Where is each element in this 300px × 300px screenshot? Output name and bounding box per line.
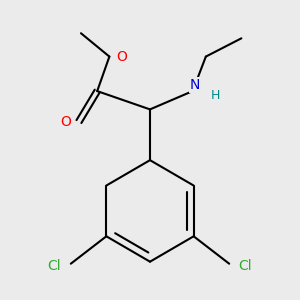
Text: Cl: Cl — [48, 259, 62, 273]
Text: N: N — [190, 78, 200, 92]
Text: O: O — [60, 115, 71, 129]
Text: O: O — [116, 50, 127, 64]
Text: H: H — [210, 89, 220, 102]
Text: Cl: Cl — [238, 259, 252, 273]
